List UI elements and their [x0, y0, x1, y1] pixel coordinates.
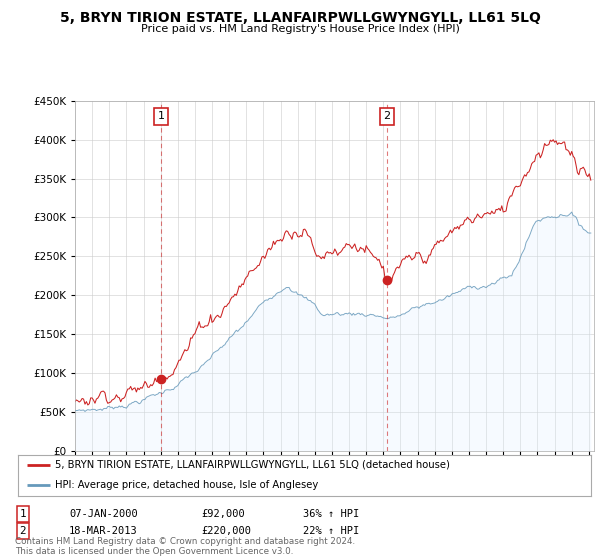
Text: 07-JAN-2000: 07-JAN-2000 [69, 509, 138, 519]
Text: Price paid vs. HM Land Registry's House Price Index (HPI): Price paid vs. HM Land Registry's House … [140, 24, 460, 34]
Text: 1: 1 [158, 111, 164, 122]
Text: 2: 2 [383, 111, 391, 122]
Text: HPI: Average price, detached house, Isle of Anglesey: HPI: Average price, detached house, Isle… [55, 480, 319, 490]
Text: 2: 2 [20, 526, 26, 536]
Text: 5, BRYN TIRION ESTATE, LLANFAIRPWLLGWYNGYLL, LL61 5LQ: 5, BRYN TIRION ESTATE, LLANFAIRPWLLGWYNG… [59, 11, 541, 25]
Text: 1: 1 [20, 509, 26, 519]
Text: 5, BRYN TIRION ESTATE, LLANFAIRPWLLGWYNGYLL, LL61 5LQ (detached house): 5, BRYN TIRION ESTATE, LLANFAIRPWLLGWYNG… [55, 460, 450, 470]
Text: 18-MAR-2013: 18-MAR-2013 [69, 526, 138, 536]
Text: 36% ↑ HPI: 36% ↑ HPI [303, 509, 359, 519]
Text: 22% ↑ HPI: 22% ↑ HPI [303, 526, 359, 536]
Text: £92,000: £92,000 [201, 509, 245, 519]
Text: £220,000: £220,000 [201, 526, 251, 536]
Text: Contains HM Land Registry data © Crown copyright and database right 2024.
This d: Contains HM Land Registry data © Crown c… [15, 536, 355, 556]
